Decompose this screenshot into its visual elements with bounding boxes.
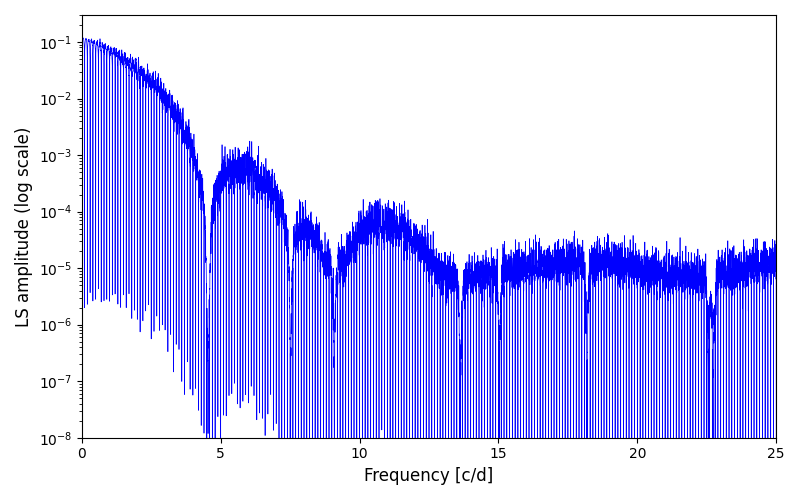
Y-axis label: LS amplitude (log scale): LS amplitude (log scale) [15, 126, 33, 326]
X-axis label: Frequency [c/d]: Frequency [c/d] [364, 467, 494, 485]
